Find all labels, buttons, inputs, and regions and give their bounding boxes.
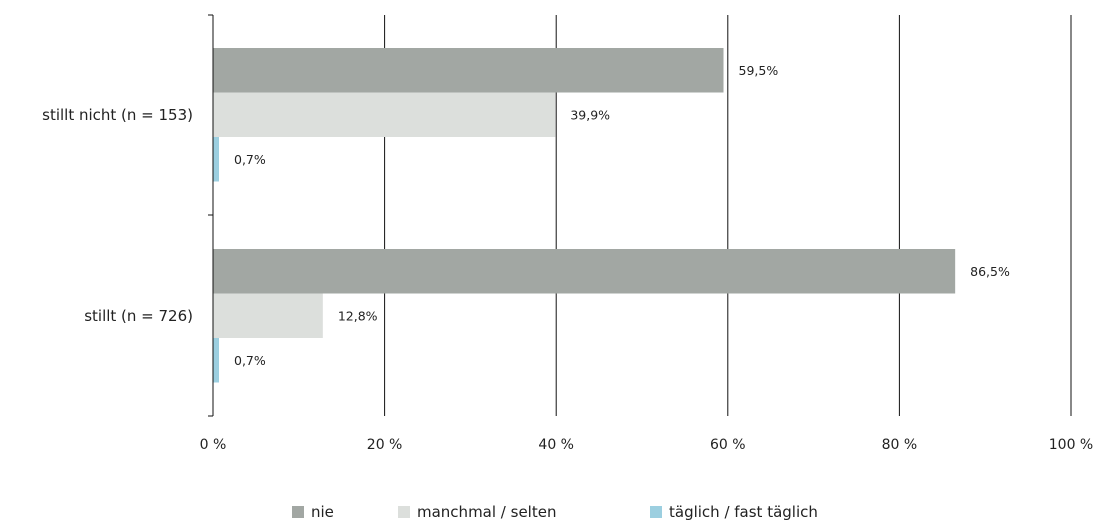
x-tick-label: 20 %	[367, 437, 403, 453]
bar	[213, 137, 220, 182]
x-tick-label: 60 %	[710, 437, 746, 453]
legend-swatch	[292, 506, 304, 518]
data-labels: 59,5% 39,9% 0,7% 86,5% 12,8% 0,7%	[234, 63, 1010, 368]
data-label: 39,9%	[570, 107, 610, 122]
legend-label: täglich / fast täglich	[669, 503, 818, 521]
y-axis	[208, 14, 214, 417]
data-label: 0,7%	[234, 353, 266, 368]
data-label: 12,8%	[338, 308, 378, 323]
category-label: stillt (n = 726)	[84, 307, 193, 325]
data-label: 86,5%	[970, 264, 1010, 279]
legend-swatch	[398, 506, 410, 518]
bar	[213, 249, 956, 294]
bar	[213, 338, 220, 383]
data-label: 0,7%	[234, 152, 266, 167]
x-tick-label: 0 %	[200, 437, 227, 453]
bar	[213, 92, 556, 137]
data-label: 59,5%	[739, 63, 779, 78]
x-tick-labels: 0 % 20 % 40 % 60 % 80 % 100 %	[200, 437, 1094, 453]
legend-swatch	[650, 506, 662, 518]
category-label: stillt nicht (n = 153)	[42, 106, 193, 124]
bars	[213, 48, 956, 383]
bar	[213, 293, 323, 338]
bar	[213, 48, 724, 93]
x-tick-label: 80 %	[882, 437, 918, 453]
x-tick-label: 40 %	[538, 437, 574, 453]
category-labels: stillt nicht (n = 153) stillt (n = 726)	[42, 106, 193, 325]
legend: nie manchmal / selten täglich / fast tägli…	[292, 503, 818, 521]
x-tick-label: 100 %	[1049, 437, 1093, 453]
legend-label: nie	[311, 503, 334, 521]
legend-label: manchmal / selten	[417, 503, 556, 521]
